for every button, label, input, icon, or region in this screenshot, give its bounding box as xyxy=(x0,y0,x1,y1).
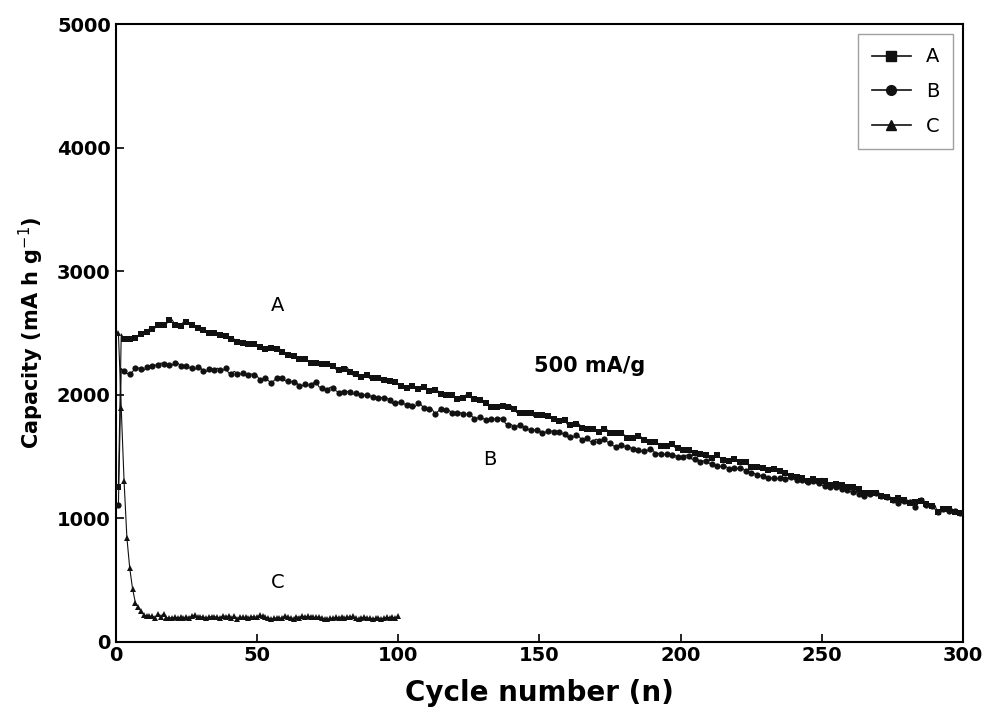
Y-axis label: Capacity (mA h g$^{-1}$): Capacity (mA h g$^{-1}$) xyxy=(17,216,46,449)
Text: A: A xyxy=(271,295,284,315)
X-axis label: Cycle number (n): Cycle number (n) xyxy=(405,679,674,707)
Legend: A, B, C: A, B, C xyxy=(858,34,953,149)
Text: 500 mA/g: 500 mA/g xyxy=(534,356,645,376)
Text: B: B xyxy=(483,450,496,469)
Text: C: C xyxy=(271,573,285,592)
